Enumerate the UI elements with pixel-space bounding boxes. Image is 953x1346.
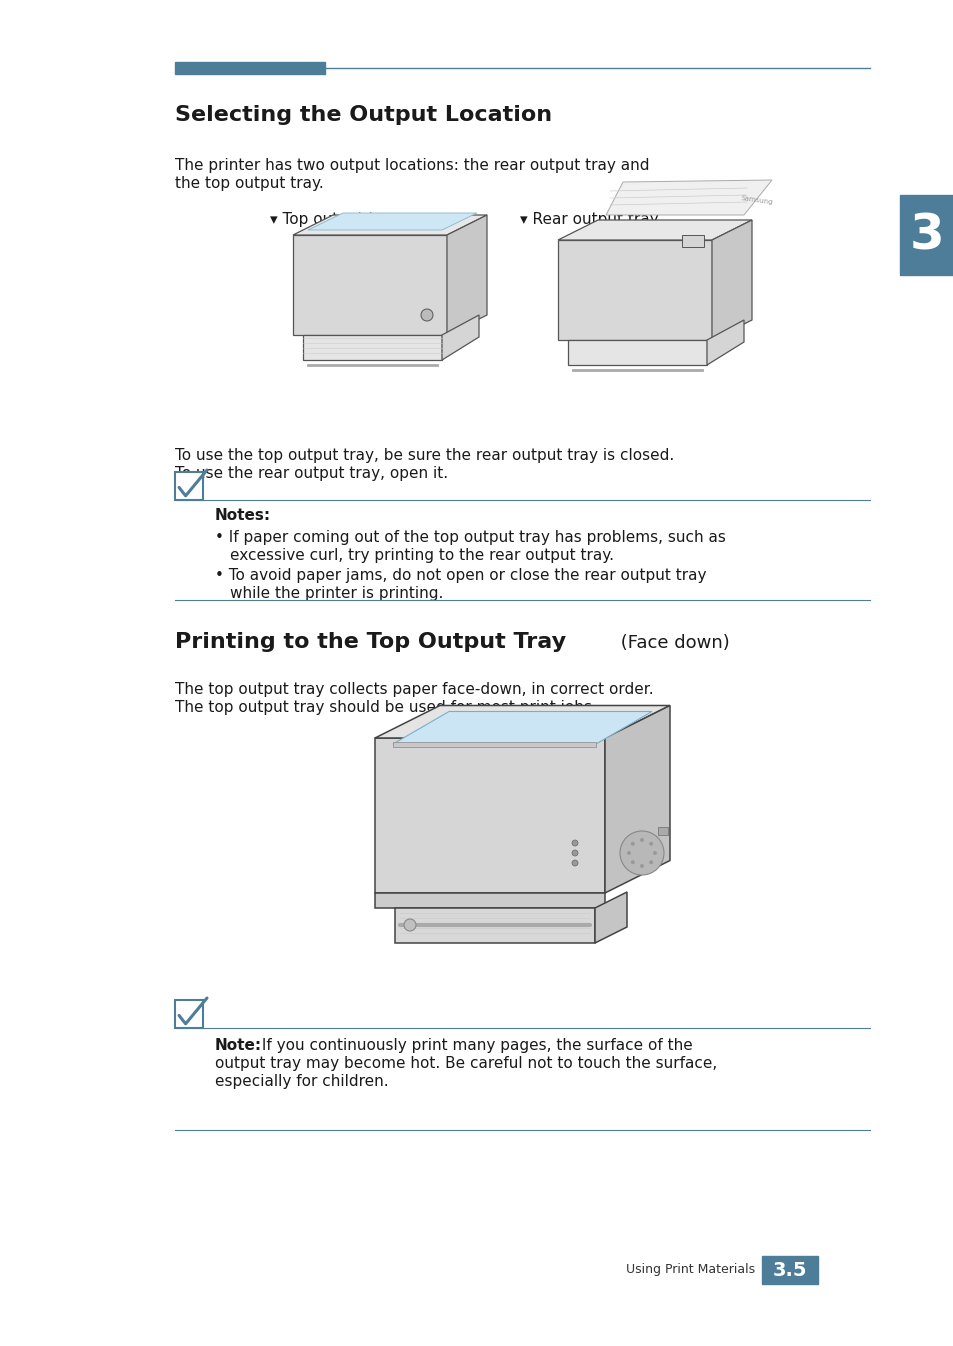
Circle shape [572,860,578,865]
Text: The top output tray collects paper face-down, in correct order.: The top output tray collects paper face-… [174,682,653,697]
Text: ▾ Top output tray: ▾ Top output tray [270,213,399,227]
Circle shape [572,851,578,856]
Polygon shape [595,892,626,944]
Polygon shape [447,215,486,335]
Text: 3.5: 3.5 [772,1260,806,1280]
Polygon shape [441,315,478,359]
Text: Note:: Note: [214,1038,262,1053]
Text: Printing to the Top Output Tray: Printing to the Top Output Tray [174,633,565,651]
Text: output tray may become hot. Be careful not to touch the surface,: output tray may become hot. Be careful n… [214,1057,717,1071]
Bar [658,826,667,835]
Text: Selecting the Output Location: Selecting the Output Location [174,105,552,125]
Circle shape [420,310,433,320]
Text: Samsung: Samsung [740,195,773,205]
Circle shape [403,919,416,931]
Polygon shape [375,892,604,909]
Circle shape [626,851,630,855]
Polygon shape [293,236,447,335]
Text: To use the rear output tray, open it.: To use the rear output tray, open it. [174,466,448,481]
Bar [681,236,703,248]
Text: If you continuously print many pages, the surface of the: If you continuously print many pages, th… [256,1038,692,1053]
Text: • To avoid paper jams, do not open or close the rear output tray: • To avoid paper jams, do not open or cl… [214,568,706,583]
Circle shape [572,840,578,847]
Text: The printer has two output locations: the rear output tray and: The printer has two output locations: th… [174,157,649,174]
Polygon shape [293,215,486,236]
Bar [761,1256,817,1284]
Polygon shape [393,742,596,747]
Text: Using Print Materials: Using Print Materials [625,1264,754,1276]
Text: • If paper coming out of the top output tray has problems, such as: • If paper coming out of the top output … [214,530,725,545]
Bar [899,195,953,275]
Polygon shape [375,705,669,738]
Polygon shape [558,240,711,341]
Text: ▾ Rear output tray: ▾ Rear output tray [519,213,658,227]
Polygon shape [308,213,476,230]
Circle shape [652,851,657,855]
Circle shape [639,864,643,868]
Text: while the printer is printing.: while the printer is printing. [230,586,443,602]
Polygon shape [393,712,651,744]
Polygon shape [711,219,751,341]
Polygon shape [604,705,669,892]
Circle shape [630,860,634,864]
Bar [174,472,203,499]
Text: (Face down): (Face down) [615,634,729,651]
Text: 3: 3 [908,211,943,258]
Polygon shape [395,909,595,944]
Circle shape [639,839,643,843]
Circle shape [630,841,634,845]
Text: excessive curl, try printing to the rear output tray.: excessive curl, try printing to the rear… [230,548,614,563]
Polygon shape [605,180,771,215]
Bar [174,62,325,74]
Text: especially for children.: especially for children. [214,1074,388,1089]
Polygon shape [303,335,441,359]
Polygon shape [558,219,751,240]
Text: To use the top output tray, be sure the rear output tray is closed.: To use the top output tray, be sure the … [174,448,674,463]
Text: The top output tray should be used for most print jobs.: The top output tray should be used for m… [174,700,597,715]
Circle shape [648,860,653,864]
Polygon shape [375,738,604,892]
Circle shape [619,830,663,875]
Bar [174,1000,203,1028]
Circle shape [648,841,653,845]
Polygon shape [567,341,706,365]
Text: Notes:: Notes: [214,507,271,524]
Text: the top output tray.: the top output tray. [174,176,323,191]
Polygon shape [706,320,743,365]
